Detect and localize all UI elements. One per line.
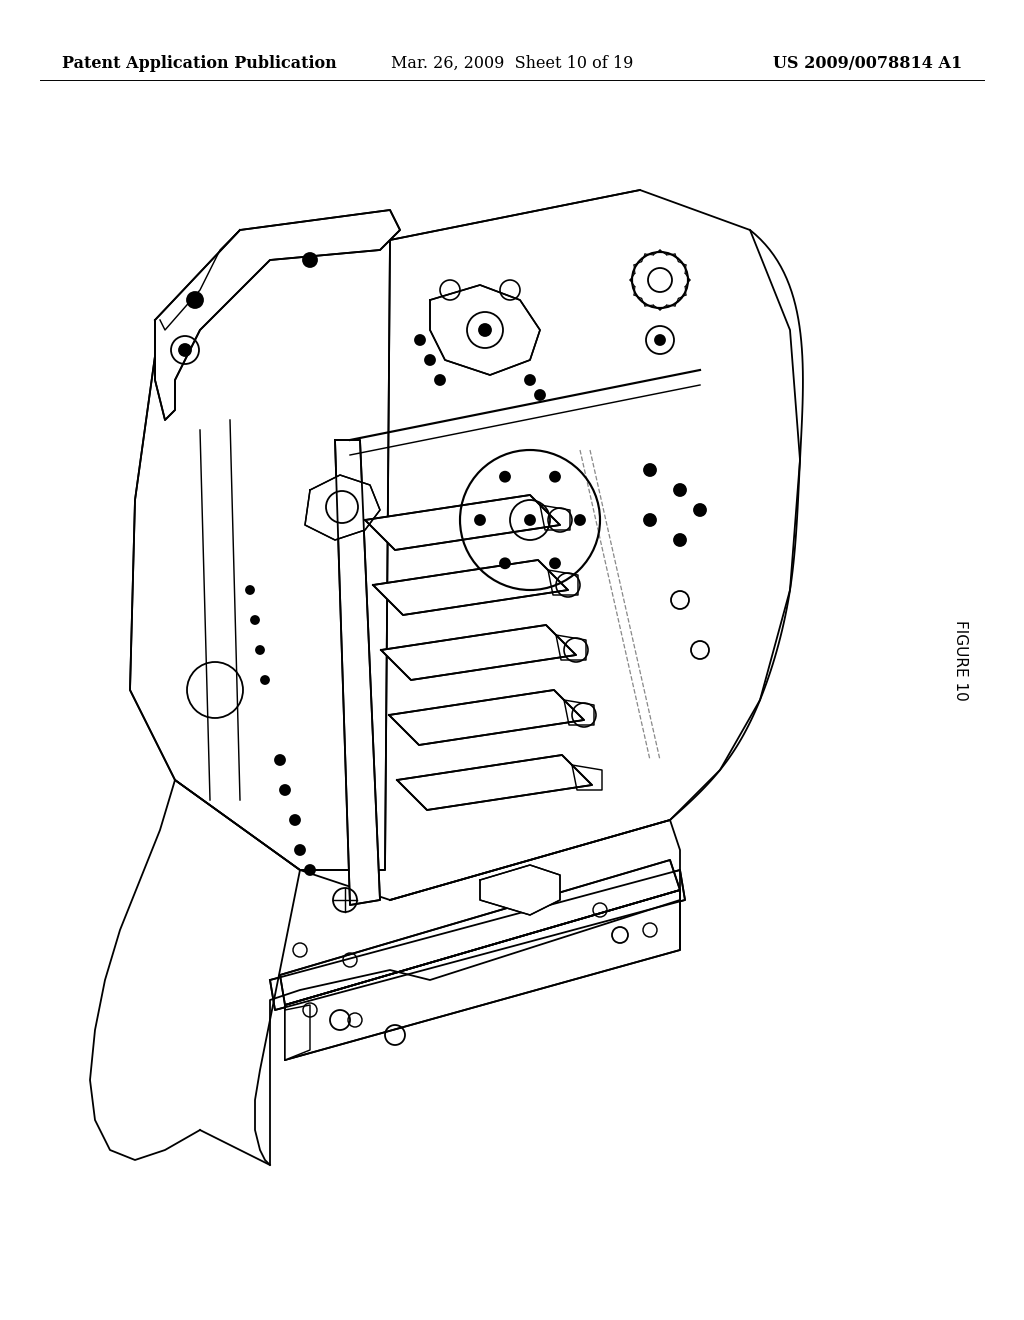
Polygon shape	[335, 440, 380, 906]
Circle shape	[550, 558, 560, 569]
Text: FIGURE 10: FIGURE 10	[952, 619, 968, 701]
Circle shape	[644, 513, 656, 525]
Circle shape	[500, 558, 510, 569]
Circle shape	[415, 335, 425, 345]
Polygon shape	[389, 690, 584, 744]
Circle shape	[435, 375, 445, 385]
Circle shape	[290, 814, 300, 825]
Circle shape	[525, 375, 535, 385]
Circle shape	[305, 865, 315, 875]
Circle shape	[251, 616, 259, 624]
Text: Patent Application Publication: Patent Application Publication	[62, 54, 337, 71]
Polygon shape	[365, 495, 560, 550]
Circle shape	[187, 292, 203, 308]
Circle shape	[550, 471, 560, 482]
Polygon shape	[373, 560, 568, 615]
Circle shape	[694, 504, 706, 516]
Circle shape	[303, 253, 317, 267]
Circle shape	[674, 484, 686, 496]
Circle shape	[275, 755, 285, 766]
Circle shape	[500, 471, 510, 482]
Polygon shape	[480, 865, 560, 915]
Polygon shape	[155, 210, 400, 420]
Circle shape	[179, 345, 191, 356]
Polygon shape	[397, 755, 592, 810]
Circle shape	[475, 515, 485, 525]
Circle shape	[644, 465, 656, 477]
Circle shape	[674, 535, 686, 546]
Circle shape	[655, 335, 665, 345]
Polygon shape	[280, 861, 680, 1005]
Circle shape	[425, 355, 435, 366]
Circle shape	[295, 845, 305, 855]
Circle shape	[261, 676, 269, 684]
Text: US 2009/0078814 A1: US 2009/0078814 A1	[773, 54, 962, 71]
Circle shape	[246, 586, 254, 594]
Polygon shape	[270, 870, 685, 1010]
Polygon shape	[381, 624, 575, 680]
Circle shape	[525, 515, 535, 525]
Polygon shape	[430, 285, 540, 375]
Polygon shape	[285, 890, 680, 1060]
Circle shape	[256, 645, 264, 653]
Circle shape	[575, 515, 585, 525]
Polygon shape	[285, 1005, 310, 1060]
Polygon shape	[130, 230, 390, 870]
Circle shape	[280, 785, 290, 795]
Circle shape	[479, 323, 490, 337]
Text: Mar. 26, 2009  Sheet 10 of 19: Mar. 26, 2009 Sheet 10 of 19	[391, 54, 633, 71]
Circle shape	[535, 389, 545, 400]
Polygon shape	[305, 475, 380, 540]
